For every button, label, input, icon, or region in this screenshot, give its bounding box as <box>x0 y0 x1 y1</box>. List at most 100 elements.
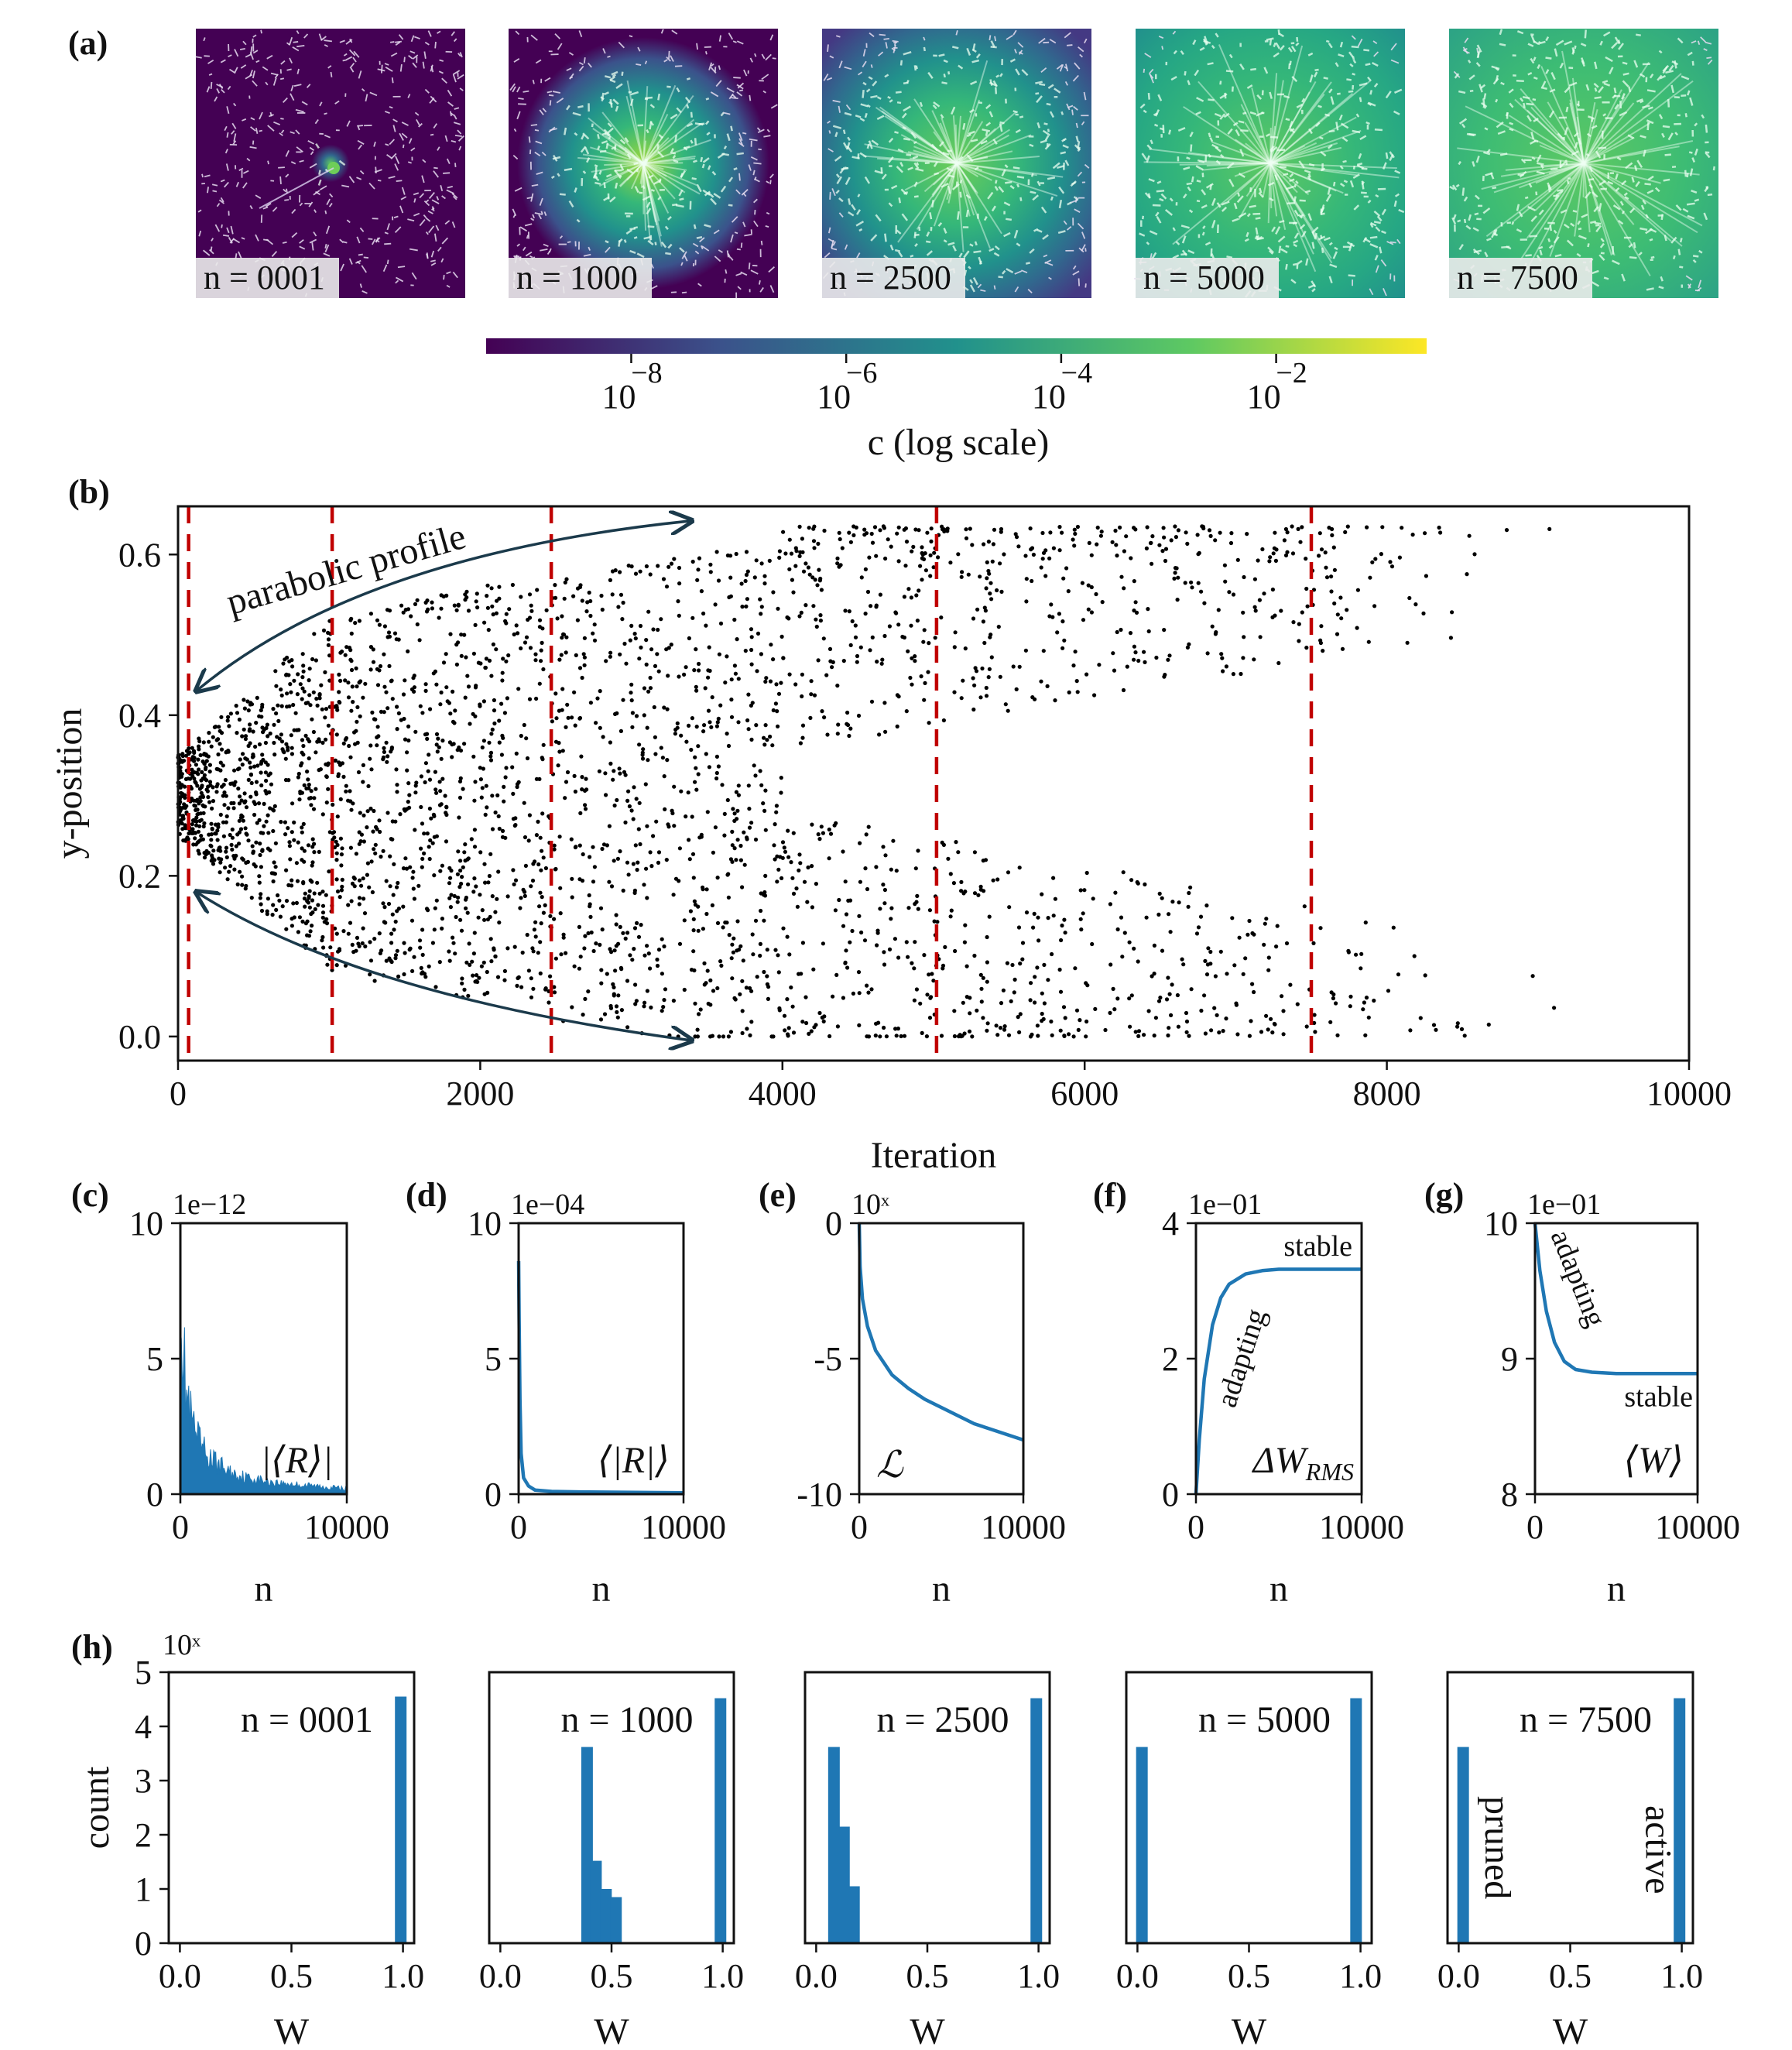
image-filament <box>875 107 958 164</box>
scatter-point <box>715 920 721 925</box>
image-speck <box>1463 196 1468 202</box>
image-speck <box>1269 161 1279 165</box>
image-speck <box>1047 177 1056 180</box>
scatter-point <box>257 818 262 822</box>
image-speck <box>923 36 926 41</box>
image-speck <box>1066 226 1072 231</box>
scatter-point <box>1410 533 1415 537</box>
image-speck <box>1647 175 1654 181</box>
scatter-point <box>355 684 359 689</box>
scatter-point <box>367 885 372 890</box>
scatter-point <box>336 773 341 779</box>
scatter-point <box>254 790 259 795</box>
image-speck <box>972 43 976 51</box>
scatter-point <box>732 811 737 816</box>
image-speck <box>424 88 430 94</box>
scatter-point <box>1166 657 1170 662</box>
scatter-point <box>569 837 574 842</box>
scatter-point <box>940 524 944 529</box>
scatter-point <box>1047 556 1052 560</box>
image-speck <box>999 73 1003 77</box>
image-speck <box>1595 224 1600 227</box>
image-speck <box>1255 235 1259 239</box>
scatter-point <box>464 655 468 660</box>
image-speck <box>430 259 436 262</box>
scatter-point <box>981 619 985 624</box>
image-filament <box>1534 163 1585 211</box>
scatter-point <box>986 540 991 544</box>
image-speck <box>1081 121 1085 125</box>
scatter-point <box>241 752 245 756</box>
image-speck <box>707 165 711 170</box>
scatter-point <box>835 684 840 688</box>
scatter-point <box>1241 972 1245 976</box>
scatter-point <box>207 763 212 767</box>
scatter-point <box>615 1010 619 1014</box>
image-speck <box>1237 192 1241 197</box>
scatter-point <box>270 807 275 812</box>
image-speck <box>402 144 405 149</box>
image-speck <box>1379 246 1383 254</box>
scatter-point <box>677 565 682 571</box>
scatter-point <box>838 536 842 542</box>
scatter-point <box>745 837 749 842</box>
scatter-point <box>711 989 716 993</box>
image-filament <box>642 163 697 187</box>
image-filament <box>1465 105 1585 164</box>
scatter-point <box>246 708 251 713</box>
scatter-point <box>448 876 453 880</box>
scatter-point <box>726 895 732 900</box>
image-speck <box>605 142 609 149</box>
image-speck <box>1304 169 1311 174</box>
image-speck <box>1351 45 1359 49</box>
image-speck <box>1039 83 1046 87</box>
image-speck <box>1077 222 1084 230</box>
scatter-point <box>526 968 532 973</box>
scatter-point <box>817 1010 822 1016</box>
scatter-point <box>629 623 634 629</box>
image-speck <box>851 204 856 211</box>
image-speck <box>601 140 608 144</box>
image-speck <box>1640 227 1648 231</box>
scatter-point <box>1245 932 1250 937</box>
image-filament <box>642 163 658 226</box>
scatter-point <box>533 652 538 656</box>
image-filament <box>1583 163 1591 233</box>
scatter-point <box>974 669 979 674</box>
scatter-point <box>912 998 917 1003</box>
scatter-point <box>591 948 596 954</box>
scatter-point <box>514 623 519 628</box>
scatter-point <box>1300 610 1304 615</box>
scatter-point <box>1260 547 1265 552</box>
scatter-point <box>540 640 544 646</box>
scatter-point <box>1323 550 1328 555</box>
image-filament <box>1583 163 1703 227</box>
image-speck <box>862 89 865 98</box>
image-speck <box>428 192 435 200</box>
scatter-point <box>578 811 583 815</box>
scatter-point <box>409 687 415 692</box>
image-filament <box>931 163 958 197</box>
image-speck <box>1014 270 1023 275</box>
scatter-point <box>420 821 425 826</box>
scatter-point <box>497 584 502 589</box>
scatter-point <box>570 876 574 881</box>
image-speck <box>1649 238 1653 242</box>
image-speck <box>1228 53 1233 59</box>
image-filament <box>1583 89 1622 164</box>
scatter-point <box>1185 541 1190 547</box>
scatter-point <box>1060 646 1065 650</box>
scatter-point <box>744 986 749 990</box>
image-speck <box>1598 254 1605 261</box>
scatter-point <box>840 546 845 550</box>
image-speck <box>1533 57 1537 62</box>
scatter-point <box>920 578 924 582</box>
image-speck <box>1363 238 1371 243</box>
image-filament <box>1583 163 1683 247</box>
scatter-point <box>828 831 834 836</box>
image-speck <box>898 251 903 258</box>
image-speck <box>1075 135 1079 142</box>
scatter-point <box>523 890 527 894</box>
scatter-point <box>1345 524 1350 529</box>
scatter-point <box>259 761 263 766</box>
